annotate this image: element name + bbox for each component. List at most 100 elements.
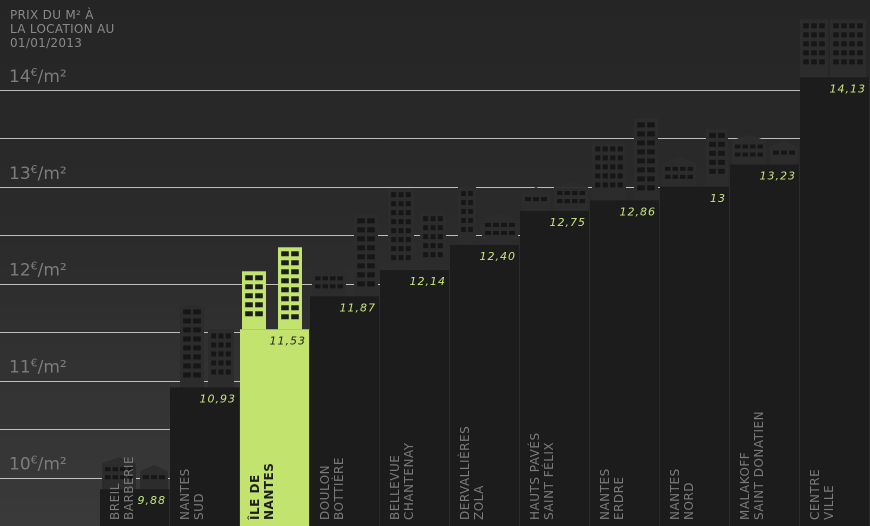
bar <box>100 489 170 526</box>
building-window <box>398 228 404 234</box>
bar-decoration <box>732 134 798 165</box>
house-window <box>680 166 686 171</box>
building-window <box>225 351 231 357</box>
building-window <box>367 281 375 287</box>
building-window <box>468 226 473 232</box>
building-window <box>437 243 443 249</box>
house-icon <box>102 457 136 490</box>
building-window <box>281 314 289 320</box>
value-label: 12,86 <box>620 205 657 218</box>
building-window <box>391 237 397 243</box>
building-window <box>617 146 623 152</box>
building-window <box>468 199 473 205</box>
building-window <box>819 32 825 38</box>
building-window <box>193 363 201 369</box>
building-window <box>461 217 466 223</box>
house-roof <box>522 187 550 194</box>
building-window <box>647 185 655 191</box>
building-window <box>218 360 224 366</box>
value-label: 13,23 <box>760 170 797 183</box>
bar-decoration <box>458 186 518 245</box>
house-window <box>541 197 547 202</box>
building-window <box>468 190 473 196</box>
building-icon <box>420 212 446 271</box>
building-window <box>357 218 365 224</box>
building-window <box>819 50 825 56</box>
building-window <box>718 141 725 147</box>
building-window <box>430 243 436 249</box>
building-window <box>245 284 253 290</box>
building-window <box>709 150 716 156</box>
building-window <box>391 228 397 234</box>
house-window <box>672 174 678 179</box>
value-label: 11,87 <box>340 301 377 314</box>
building-window <box>281 287 289 293</box>
building-icon <box>634 118 658 201</box>
house-window <box>564 199 570 204</box>
building-window <box>183 354 191 360</box>
building-window <box>718 132 725 138</box>
building-window <box>803 32 809 38</box>
house-window <box>533 197 539 202</box>
building-window <box>211 342 217 348</box>
house-icon <box>554 181 588 212</box>
house-window <box>112 467 118 472</box>
building-window <box>833 59 839 65</box>
building-body <box>208 329 234 388</box>
house-body <box>522 193 550 212</box>
building-window <box>637 122 645 128</box>
building-window <box>367 236 375 242</box>
y-tick-label: 10€/m² <box>9 454 67 475</box>
building-window <box>405 255 411 261</box>
building-window <box>849 50 855 56</box>
building-window <box>468 208 473 214</box>
building-window <box>602 146 608 152</box>
building-window <box>647 131 655 137</box>
building-window <box>637 140 645 146</box>
building-window <box>225 369 231 375</box>
bar <box>310 296 380 526</box>
house-window <box>159 475 165 480</box>
bar-decoration <box>662 128 728 187</box>
y-tick-label: 13€/m² <box>9 163 67 184</box>
building-window <box>225 360 231 366</box>
building-icon <box>208 329 234 388</box>
building-window <box>183 363 191 369</box>
building-body <box>830 19 866 78</box>
building-window <box>405 201 411 207</box>
building-window <box>291 260 299 266</box>
value-label: 12,75 <box>550 216 587 229</box>
building-window <box>391 246 397 252</box>
building-window <box>183 309 191 315</box>
y-tick-label: 14€/m² <box>9 66 67 87</box>
building-window <box>291 251 299 257</box>
building-window <box>405 219 411 225</box>
building-window <box>357 245 365 251</box>
house-window <box>579 191 585 196</box>
category-label: CENTREVILLE <box>808 469 836 520</box>
building-window <box>255 284 263 290</box>
building-window <box>811 50 817 56</box>
building-window <box>245 275 253 281</box>
house-window <box>735 152 741 157</box>
house-window <box>120 467 126 472</box>
house-window <box>665 166 671 171</box>
building-window <box>647 149 655 155</box>
value-label: 9,88 <box>138 494 167 507</box>
building-window <box>647 176 655 182</box>
building-window <box>857 23 863 29</box>
building-window <box>225 342 231 348</box>
house-icon <box>522 187 550 212</box>
building-icon <box>592 142 626 201</box>
house-window <box>105 467 111 472</box>
building-window <box>437 252 443 258</box>
building-window <box>430 252 436 258</box>
building-body <box>242 271 266 330</box>
building-window <box>218 342 224 348</box>
building-window <box>218 369 224 375</box>
bar <box>380 270 450 526</box>
building-window <box>367 263 375 269</box>
building-window <box>357 227 365 233</box>
building-window <box>617 173 623 179</box>
